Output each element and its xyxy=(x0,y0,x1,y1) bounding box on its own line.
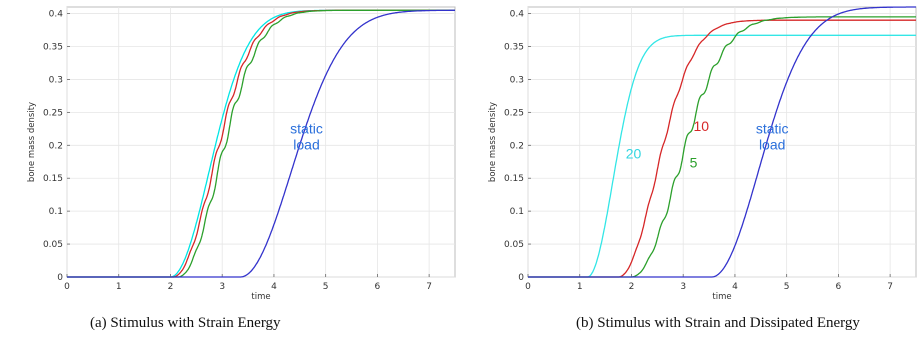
chart-b-annotation-3: static load xyxy=(756,120,789,152)
chart-b-ytick-label-5: 0.25 xyxy=(504,108,524,118)
chart-a-plot-area xyxy=(66,6,456,278)
chart-b-annotation-0: 20 xyxy=(626,145,642,161)
chart-b-ylabel: bone mass density xyxy=(488,102,498,182)
chart-b-xtick-label-5: 5 xyxy=(784,282,790,292)
chart-b-xtick-label-0: 0 xyxy=(525,282,531,292)
chart-b-plot-area xyxy=(527,6,917,278)
chart-a-ytick-label-5: 0.25 xyxy=(43,108,63,118)
chart-b-ytick-label-6: 0.3 xyxy=(510,75,524,85)
chart-b-ytick-label-8: 0.4 xyxy=(510,10,525,20)
chart-b-ytick-label-1: 0.05 xyxy=(504,240,524,250)
chart-a-ytick-label-2: 0.1 xyxy=(49,207,63,217)
chart-a-ytick-label-8: 0.4 xyxy=(49,10,64,20)
chart-a-xtick-label-2: 2 xyxy=(168,282,174,292)
chart-a-ytick-label-7: 0.35 xyxy=(43,43,63,53)
chart-a-ytick-label-6: 0.3 xyxy=(49,75,63,85)
chart-panel-a: 0 1 2 3 4 5 6 7 0 0.05 0.1 0.15 0.2 0.25 0.3 0.35 0.4 tim… xyxy=(27,6,456,331)
chart-b-ytick-label-3: 0.15 xyxy=(504,174,524,184)
chart-a-series-line-3 xyxy=(67,9,455,278)
chart-a-annotation-0: static load xyxy=(290,120,323,152)
chart-a-xlabel: time xyxy=(251,292,270,302)
chart-a-xtick-label-6: 6 xyxy=(375,282,381,292)
chart-panel-b: 0 1 2 3 4 5 6 7 0 0.05 0.1 0.15 0.2 0.25 0.3 0.35 0.4 tim… xyxy=(461,0,922,345)
chart-b-xlabel: time xyxy=(712,292,731,302)
chart-b-annotation-2: 5 xyxy=(690,155,698,171)
chart-b-xtick-label-4: 4 xyxy=(732,282,738,292)
chart-b-xtick-label-2: 2 xyxy=(629,282,635,292)
chart-a-ytick-label-3: 0.15 xyxy=(43,174,63,184)
chart-a-ytick-label-4: 0.2 xyxy=(49,141,63,151)
chart-a-xtick-label-0: 0 xyxy=(64,282,70,292)
chart-b-ytick-label-4: 0.2 xyxy=(510,141,524,151)
chart-b-xtick-label-6: 6 xyxy=(836,282,842,292)
chart-a-xtick-label-3: 3 xyxy=(219,282,225,292)
chart-b-ytick-label-7: 0.35 xyxy=(504,43,524,53)
chart-a-ylabel: bone mass density xyxy=(27,102,37,182)
chart-a-ytick-label-1: 0.05 xyxy=(43,240,63,250)
chart-b-xtick-label-7: 7 xyxy=(887,282,893,292)
chart-b-xtick-label-1: 1 xyxy=(577,282,583,292)
caption-a: (a) Stimulus with Strain Energy xyxy=(90,315,281,331)
chart-b-series-line-3 xyxy=(528,6,916,278)
caption-b: (b) Stimulus with Strain and Dissipated … xyxy=(576,315,860,331)
chart-a-xtick-label-4: 4 xyxy=(271,282,277,292)
chart-a-xtick-label-7: 7 xyxy=(426,282,432,292)
chart-a-xtick-label-1: 1 xyxy=(116,282,122,292)
chart-b-series-line-0 xyxy=(528,34,916,278)
chart-a-ytick-label-0: 0 xyxy=(57,273,63,283)
chart-b-annotation-1: 10 xyxy=(694,118,710,134)
chart-a-xtick-label-5: 5 xyxy=(323,282,329,292)
chart-a-svg: 0 1 2 3 4 5 6 7 0 0.05 0.1 0.15 0.2 0.25 0.3 0.35 0.4 tim… xyxy=(27,6,456,302)
chart-b-ytick-label-0: 0 xyxy=(518,273,524,283)
chart-b-xtick-label-3: 3 xyxy=(680,282,686,292)
chart-b-svg: 0 1 2 3 4 5 6 7 0 0.05 0.1 0.15 0.2 0.25 0.3 0.35 0.4 tim… xyxy=(488,6,917,302)
chart-b-ytick-label-2: 0.1 xyxy=(510,207,524,217)
